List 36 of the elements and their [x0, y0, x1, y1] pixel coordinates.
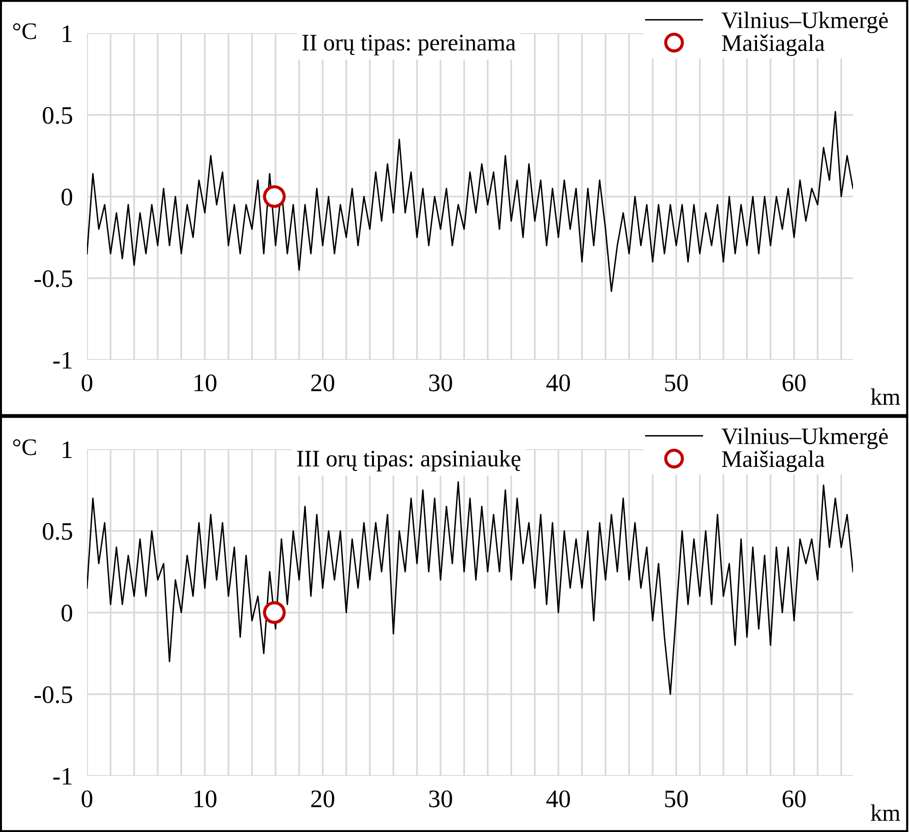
y-tick-label: -1	[53, 352, 72, 369]
legend-label: Vilnius–Ukmergė	[722, 12, 888, 34]
y-tick-label: 1	[62, 25, 72, 42]
x-tick-label: 20	[311, 790, 334, 808]
x-axis-title: km	[870, 804, 900, 821]
x-tick-label: 0	[82, 790, 92, 808]
y-tick-label: 0	[62, 604, 72, 622]
y-tick-label: 0.5	[42, 522, 72, 540]
line-series	[86, 481, 854, 695]
chart-title: II orų tipas: pereinama	[302, 34, 516, 56]
x-tick-label: 20	[311, 374, 334, 392]
legend-label: Maišiagala	[722, 34, 825, 56]
x-tick-label: 30	[429, 374, 452, 392]
y-tick-label: -1	[53, 768, 72, 785]
y-tick-label: -0.5	[34, 270, 72, 288]
y-tick-label: 0	[62, 188, 72, 206]
y-axis-title: °C	[13, 439, 36, 456]
x-tick-label: 10	[194, 374, 216, 392]
x-tick-label: 50	[665, 790, 688, 808]
x-tick-label: 40	[546, 374, 570, 392]
x-tick-label: 60	[782, 374, 806, 392]
y-axis-title: °C	[13, 23, 36, 40]
x-tick-label: 50	[665, 374, 688, 392]
legend-label: Maišiagala	[722, 450, 825, 472]
legend-label: Vilnius–Ukmergė	[722, 428, 888, 450]
x-tick-label: 60	[782, 790, 806, 808]
x-tick-label: 10	[194, 790, 216, 808]
y-tick-label: 1	[62, 441, 72, 458]
y-tick-label: -0.5	[34, 686, 72, 704]
line-series	[86, 110, 854, 292]
y-tick-label: 0.5	[42, 106, 72, 124]
x-tick-label: 40	[546, 790, 570, 808]
x-axis-title: km	[870, 388, 900, 405]
x-tick-label: 30	[429, 790, 452, 808]
chart-title: III orų tipas: apsiniaukę	[297, 450, 520, 472]
x-tick-label: 0	[82, 374, 92, 392]
